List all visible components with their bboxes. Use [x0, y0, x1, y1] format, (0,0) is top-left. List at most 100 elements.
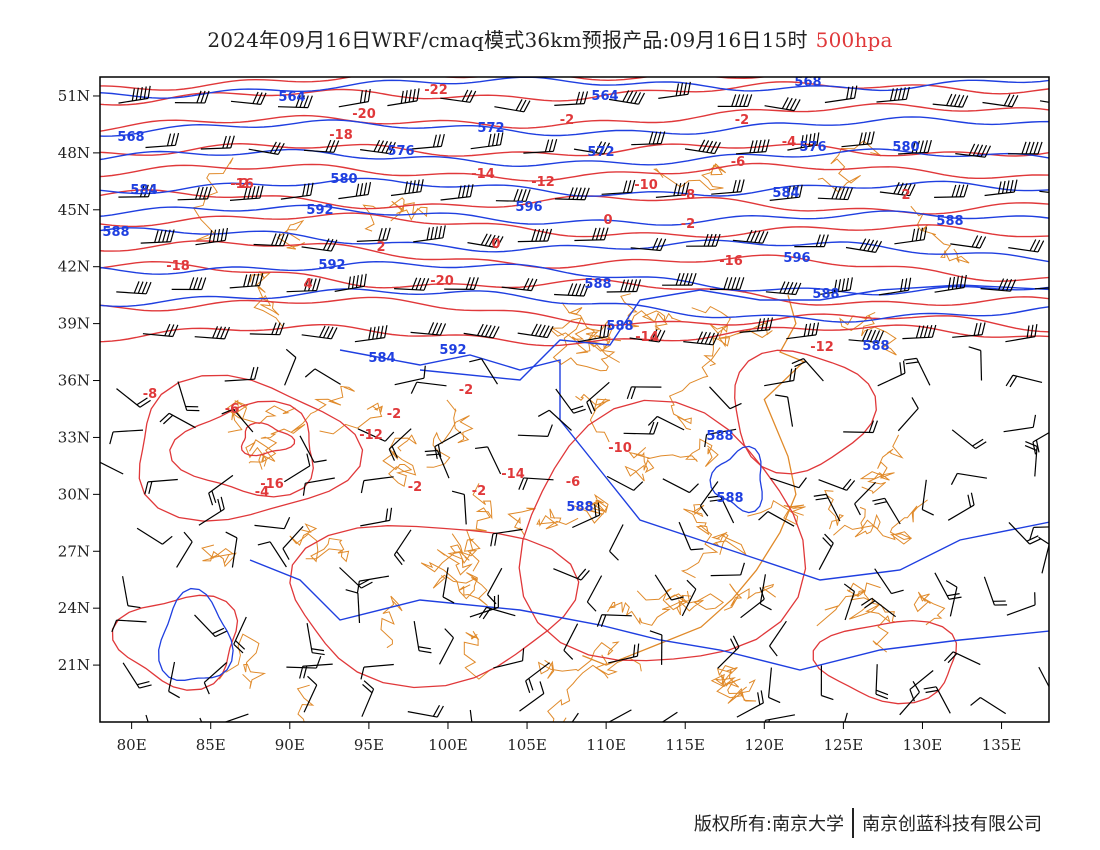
border-segment [537, 641, 620, 679]
wind-barb [475, 446, 502, 475]
wind-barb [257, 541, 287, 568]
wind-barb [983, 576, 1008, 606]
wind-barb [469, 358, 499, 385]
border-segment [507, 507, 536, 535]
wind-barb [1005, 374, 1043, 388]
wind-barb [631, 131, 666, 146]
wind-barb [303, 139, 340, 153]
temperature-label: -8 [681, 188, 695, 203]
wind-barb [356, 227, 391, 242]
wind-barb [451, 490, 467, 525]
wind-barb [848, 329, 885, 344]
wind-barb [606, 475, 644, 491]
wind-barb [361, 680, 375, 717]
wind-barb [739, 317, 774, 333]
geopotential-label: 588 [102, 225, 129, 240]
wind-barb [495, 188, 531, 202]
wind-barb [898, 139, 932, 155]
temperature-isoline [734, 349, 877, 475]
wind-barb [608, 90, 646, 105]
lat-tick-label: 48N [58, 144, 90, 162]
temperature-isoline [100, 77, 769, 91]
wind-barb [735, 139, 770, 155]
wind-barb [122, 662, 152, 689]
wind-barb [360, 663, 394, 680]
border-segment [716, 665, 757, 704]
wind-barb [813, 493, 841, 522]
wind-barb [1008, 239, 1045, 253]
border-segment [636, 587, 725, 616]
wind-barb [909, 670, 934, 702]
wind-barb [224, 366, 259, 382]
wind-barb [438, 628, 455, 665]
wind-barb [577, 323, 611, 343]
border-segment [296, 684, 315, 722]
wind-barb [951, 429, 987, 450]
lon-tick-label: 120E [745, 736, 785, 754]
wind-barb [523, 139, 558, 154]
map-frame [99, 76, 1050, 723]
wind-barb [225, 531, 238, 568]
wind-barb [116, 281, 152, 295]
wind-barb [554, 283, 590, 297]
wind-barb [1061, 228, 1095, 241]
temperature-label: -16 [719, 254, 743, 269]
border-segment [710, 667, 756, 695]
wind-barb [1038, 536, 1049, 574]
wind-barb [970, 696, 1007, 715]
wind-barb [394, 277, 430, 291]
map-plot-area: -22-20-18-16-14-12 -10-8-6-4-2024 -20-18 -1… [100, 77, 1095, 722]
wind-barb [140, 229, 175, 244]
temperature-label: -4 [255, 485, 269, 500]
temperature-isoline [289, 525, 580, 689]
lat-tick-label: 30N [58, 485, 90, 503]
border-segment [833, 506, 881, 538]
temperature-isoline [812, 619, 958, 705]
wind-barb [1007, 141, 1043, 155]
geopotential-contours [100, 77, 1049, 681]
wind-barb [493, 648, 525, 669]
temperature-label: -6 [731, 155, 745, 170]
temperature-isoline [100, 212, 1049, 238]
wind-barb [709, 386, 742, 410]
wind-barb [501, 277, 538, 292]
wind-barb [711, 179, 745, 195]
wind-barb [709, 277, 745, 291]
temperature-isoline [100, 324, 1049, 347]
wind-barb [872, 497, 901, 525]
border-segment [463, 631, 492, 680]
wind-barb [221, 408, 254, 433]
wind-barb [338, 89, 371, 108]
geopotential-label: 588 [606, 319, 633, 334]
temperature-label: -14 [635, 330, 659, 345]
wind-barb [525, 662, 550, 693]
wind-barb [517, 228, 553, 243]
wind-barb [601, 179, 636, 195]
wind-barb [111, 619, 147, 633]
wind-barb [100, 459, 124, 475]
wind-barb [932, 93, 969, 108]
geopotential-label: 588 [706, 429, 733, 444]
wind-barb [699, 481, 719, 517]
wind-barb [861, 597, 896, 618]
wind-barb [304, 368, 341, 385]
wind-barb [1039, 100, 1049, 107]
wind-barb [394, 365, 426, 386]
wind-barb [647, 415, 685, 431]
wind-barb [759, 574, 772, 611]
border-segment [289, 523, 350, 563]
wind-barb [145, 132, 180, 149]
wind-barb [410, 381, 447, 394]
wind-barb [122, 576, 141, 609]
border-segment [249, 270, 283, 327]
temperature-label: -2 [735, 113, 749, 128]
wind-barb [1005, 324, 1038, 343]
temperature-label: -16 [260, 477, 284, 492]
wind-barb [586, 575, 603, 612]
border-segment [426, 399, 474, 468]
wind-barb [732, 229, 769, 244]
wind-barb [554, 91, 589, 106]
wind-barb [791, 358, 824, 382]
wind-barb [950, 472, 987, 485]
wind-barb [413, 621, 432, 654]
